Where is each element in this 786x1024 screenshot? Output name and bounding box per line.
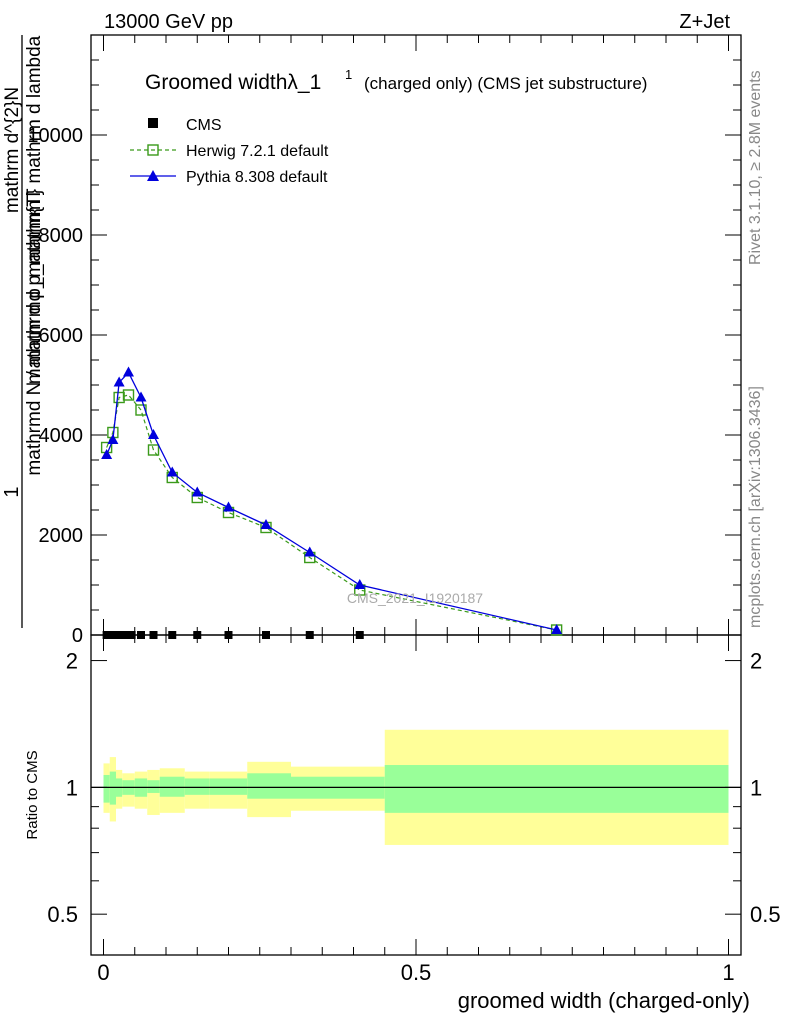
header-energy: 13000 GeV pp [104,11,233,33]
pythia-point [354,579,366,589]
cms-point [108,631,117,639]
main-y-tick-label: 0 [72,625,83,647]
stat-band-bin [247,773,291,799]
cms-point [305,631,314,639]
herwig-line [106,394,557,631]
pythia-line [106,371,557,631]
legend-pythia-marker [147,170,159,181]
ratio-y-tick-label-left: 1 [66,775,78,800]
ylabel-den2: mathrm d p_mathrm{T} mathrm d lambda [24,35,45,384]
axis-ticks: 0 2000 4000 6000 8000 10000 0 0.5 1 0.5 0.5 1 1 2 2 [27,34,781,985]
cms-point [149,631,158,639]
stat-band-bin [147,780,160,793]
pythia-point [260,519,272,529]
header-process: Z+Jet [679,11,730,33]
herwig-point [122,389,135,401]
main-y-tick-label: 8000 [39,225,84,247]
stat-band-bin [184,778,210,795]
cms-point [115,631,124,639]
stat-band-bin [109,771,116,805]
mcplots-label: mcplots.cern.ch [arXiv:1306.3436] [747,386,764,628]
stat-band-bin [103,774,110,803]
main-series [100,366,563,639]
pythia-point [101,449,113,459]
main-y-axis-label: 1 mathrmd N / mathrmd p_mathrmT mathrm d… [1,35,45,628]
ratio-x-tick-label: 0.5 [401,960,432,985]
cms-point [137,631,145,639]
ratio-y-tick-label-left: 2 [66,649,78,674]
title-main: Groomed widthλ_1 [145,71,321,94]
ratio-y-tick-label-right: 2 [750,649,762,674]
ylabel-den: mathrmd N / mathrmd p_mathrmT [24,188,45,476]
ratio-y-tick-label-right: 1 [750,775,762,800]
cms-point [262,631,270,639]
legend-cms-label: CMS [186,117,222,134]
legend-cms-marker [148,118,158,128]
analysis-watermark: CMS_2021_I1920187 [347,590,483,606]
pythia-point [113,376,125,387]
cms-point [121,631,130,639]
ratio-y-axis-label: Ratio to CMS [24,750,41,839]
ratio-y-tick-label-left: 0.5 [47,902,78,927]
cms-point [355,631,364,639]
pythia-point [135,391,147,402]
pythia-point [191,486,203,497]
stat-band-bin [209,778,248,795]
legend-pythia-label: Pythia 8.308 default [186,169,328,186]
pythia-point [123,366,134,377]
ratio-y-tick-label-right: 0.5 [750,902,781,927]
ylabel-num2: mathrm d^{2}N [2,87,23,213]
plot-title: Groomed widthλ_1 1 (charged only) (CMS j… [145,67,647,94]
stat-band-bin [159,776,185,797]
stat-band-bin [384,765,729,813]
main-y-tick-label: 2000 [39,525,84,547]
pythia-point [148,429,159,439]
cms-point [127,631,136,639]
title-suffix: (charged only) (CMS jet substructure) [364,74,647,93]
ratio-x-tick-label: 1 [722,960,734,985]
main-y-tick-label: 10000 [27,125,83,147]
legend-herwig-label: Herwig 7.2.1 default [186,143,329,160]
main-y-tick-label: 6000 [39,325,84,347]
pythia-point [166,466,178,477]
ratio-x-tick-label: 0 [97,960,109,985]
main-y-tick-label: 4000 [39,425,84,447]
pythia-point [551,624,563,634]
rivet-label: Rivet 3.1.10, ≥ 2.8M events [747,70,764,265]
pythia-point [107,434,119,444]
pythia-point [304,546,316,557]
cms-point [168,631,177,639]
title-superscript: 1 [345,67,352,82]
pythia-point [223,501,234,512]
legend-herwig-marker [147,144,159,156]
legend: CMS Herwig 7.2.1 default Pythia 8.308 de… [130,117,329,186]
herwig-point [135,404,147,416]
ylabel-num: 1 [1,486,23,497]
x-axis-label: groomed width (charged-only) [458,988,750,1013]
herwig-point [147,444,160,456]
